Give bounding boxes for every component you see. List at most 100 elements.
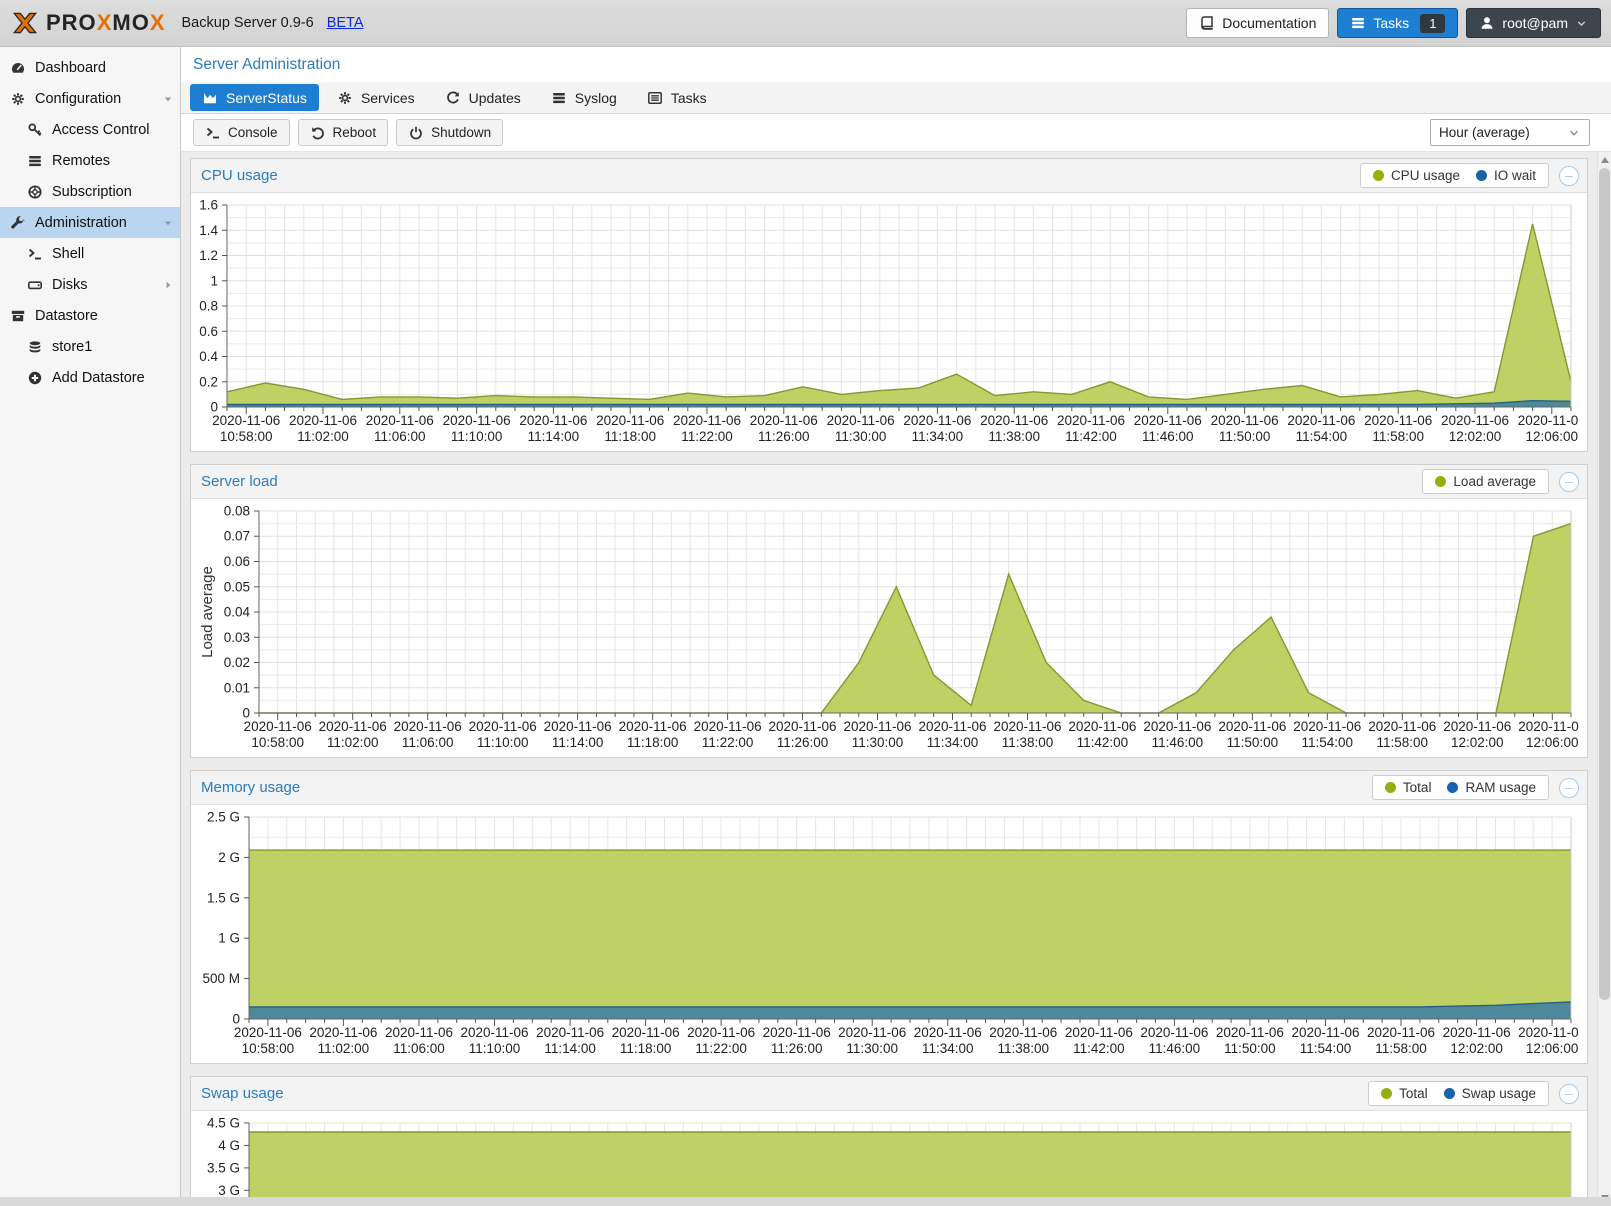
svg-text:11:58:00: 11:58:00 (1372, 429, 1424, 444)
svg-text:11:18:00: 11:18:00 (627, 735, 679, 750)
life-ring-icon (27, 184, 43, 200)
svg-text:11:34:00: 11:34:00 (912, 429, 964, 444)
svg-text:2020-11-06: 2020-11-06 (914, 1025, 982, 1040)
bars-icon (551, 90, 567, 106)
database-icon (27, 339, 43, 355)
svg-text:2020-11-06: 2020-11-06 (289, 413, 357, 428)
sidebar-item-dashboard[interactable]: Dashboard (0, 52, 180, 83)
sidebar-item-disks[interactable]: Disks (0, 269, 180, 300)
horizontal-scrollbar-track[interactable] (0, 1197, 1611, 1206)
proxmox-logo-icon (10, 8, 40, 38)
svg-text:12:02:00: 12:02:00 (1450, 1041, 1503, 1056)
svg-text:2020-11-06: 2020-11-06 (687, 1025, 755, 1040)
collapse-panel-button[interactable]: – (1559, 1083, 1579, 1104)
reboot-button[interactable]: Reboot (297, 119, 389, 146)
dashboard-icon (10, 60, 26, 76)
svg-text:2020-11-06: 2020-11-06 (519, 413, 587, 428)
svg-text:2020-11-06: 2020-11-06 (234, 1025, 302, 1040)
collapse-panel-button[interactable]: – (1559, 777, 1579, 798)
sidebar-item-remotes[interactable]: Remotes (0, 145, 180, 176)
svg-text:0.4: 0.4 (199, 349, 218, 364)
tab-updates[interactable]: Updates (433, 84, 533, 111)
tab-tasks[interactable]: Tasks (635, 84, 719, 111)
hdd-icon (27, 277, 43, 293)
svg-text:12:06:00: 12:06:00 (1526, 1041, 1579, 1056)
svg-text:11:54:00: 11:54:00 (1302, 735, 1354, 750)
legend-dot (1384, 782, 1396, 793)
panel-title: Memory usage (201, 779, 301, 796)
panel-header: CPU usage CPU usage IO wait – (191, 159, 1587, 193)
svg-text:11:14:00: 11:14:00 (544, 1041, 596, 1056)
main-area: Server Administration ServerStatus Servi… (181, 47, 1611, 1206)
tab-syslog[interactable]: Syslog (539, 84, 629, 111)
svg-text:10:58:00: 10:58:00 (251, 735, 304, 750)
shutdown-button[interactable]: Shutdown (396, 119, 504, 146)
terminal-icon (27, 246, 43, 262)
svg-text:2020-11-06: 2020-11-06 (1364, 413, 1432, 428)
svg-text:11:58:00: 11:58:00 (1377, 735, 1429, 750)
svg-text:0.02: 0.02 (224, 655, 250, 670)
documentation-button[interactable]: Documentation (1186, 8, 1330, 38)
chevron-down-icon (1567, 126, 1581, 140)
legend-dot (1443, 1088, 1455, 1099)
svg-text:12:02:00: 12:02:00 (1451, 735, 1504, 750)
toolbar: Console Reboot Shutdown Hour (average) (181, 114, 1611, 152)
sidebar-item-subscription[interactable]: Subscription (0, 176, 180, 207)
svg-text:11:50:00: 11:50:00 (1219, 429, 1271, 444)
collapse-panel-button[interactable]: – (1559, 471, 1579, 492)
user-menu-button[interactable]: root@pam (1466, 8, 1601, 38)
svg-text:2020-11-06: 2020-11-06 (244, 719, 312, 734)
legend-dot (1475, 170, 1487, 181)
svg-text:0.05: 0.05 (224, 579, 250, 594)
task-list-icon (1350, 15, 1366, 31)
svg-text:10:58:00: 10:58:00 (220, 429, 273, 444)
sidebar-nav: Dashboard Configuration Access Control R… (0, 47, 181, 1206)
svg-text:2020-11-06: 2020-11-06 (1441, 413, 1509, 428)
sidebar-item-configuration[interactable]: Configuration (0, 83, 180, 114)
time-range-select[interactable]: Hour (average) (1430, 119, 1590, 146)
svg-text:11:14:00: 11:14:00 (552, 735, 604, 750)
svg-text:12:06:00: 12:06:00 (1526, 735, 1579, 750)
svg-text:2020-11-06: 2020-11-06 (1065, 1025, 1133, 1040)
svg-text:2020-11-06: 2020-11-06 (1443, 719, 1511, 734)
svg-text:11:46:00: 11:46:00 (1149, 1041, 1201, 1056)
svg-text:11:34:00: 11:34:00 (927, 735, 979, 750)
svg-text:2 G: 2 G (218, 850, 240, 865)
console-button[interactable]: Console (193, 119, 290, 146)
scroll-up-arrow-icon[interactable] (1601, 157, 1609, 163)
page-title: Server Administration (193, 55, 341, 73)
svg-text:2020-11-06: 2020-11-06 (827, 413, 895, 428)
beta-link[interactable]: BETA (326, 15, 364, 31)
svg-text:11:06:00: 11:06:00 (393, 1041, 445, 1056)
list-alt-icon (647, 90, 663, 106)
sidebar-item-add-datastore[interactable]: Add Datastore (0, 362, 180, 393)
legend-item-cpu-usage: CPU usage (1372, 168, 1460, 183)
svg-text:11:06:00: 11:06:00 (402, 735, 454, 750)
svg-text:2020-11-06: 2020-11-06 (1211, 413, 1279, 428)
svg-text:2020-11-06: 2020-11-06 (536, 1025, 604, 1040)
svg-text:2020-11-06: 2020-11-06 (1367, 1025, 1435, 1040)
svg-text:10:58:00: 10:58:00 (242, 1041, 295, 1056)
tasks-button[interactable]: Tasks 1 (1337, 8, 1459, 38)
tab-services[interactable]: Services (325, 84, 427, 111)
sidebar-item-shell[interactable]: Shell (0, 238, 180, 269)
tasks-badge: 1 (1420, 13, 1446, 33)
sidebar-item-datastore[interactable]: Datastore (0, 300, 180, 331)
vertical-scrollbar[interactable] (1597, 152, 1611, 1206)
server-load-panel: Server load Load average – 0 0.01 0.02 0.03… (190, 464, 1588, 758)
sidebar-item-store1[interactable]: store1 (0, 331, 180, 362)
svg-text:11:34:00: 11:34:00 (922, 1041, 974, 1056)
svg-text:2020-11-06: 2020-11-06 (1218, 719, 1286, 734)
page-title-row: Server Administration (181, 47, 1611, 82)
svg-text:2020-11-06: 2020-11-06 (1518, 1025, 1579, 1040)
legend-item-ram-usage: RAM usage (1447, 780, 1536, 795)
scrollbar-thumb[interactable] (1599, 168, 1610, 1000)
svg-text:11:42:00: 11:42:00 (1065, 429, 1117, 444)
svg-text:2020-11-06: 2020-11-06 (673, 413, 741, 428)
tab-serverstatus[interactable]: ServerStatus (190, 84, 319, 111)
sidebar-item-administration[interactable]: Administration (0, 207, 180, 238)
collapse-panel-button[interactable]: – (1559, 165, 1579, 186)
brand: PROXMOX Backup Server 0.9-6 BETA (10, 8, 364, 38)
sidebar-item-access-control[interactable]: Access Control (0, 114, 180, 145)
svg-text:11:54:00: 11:54:00 (1296, 429, 1348, 444)
